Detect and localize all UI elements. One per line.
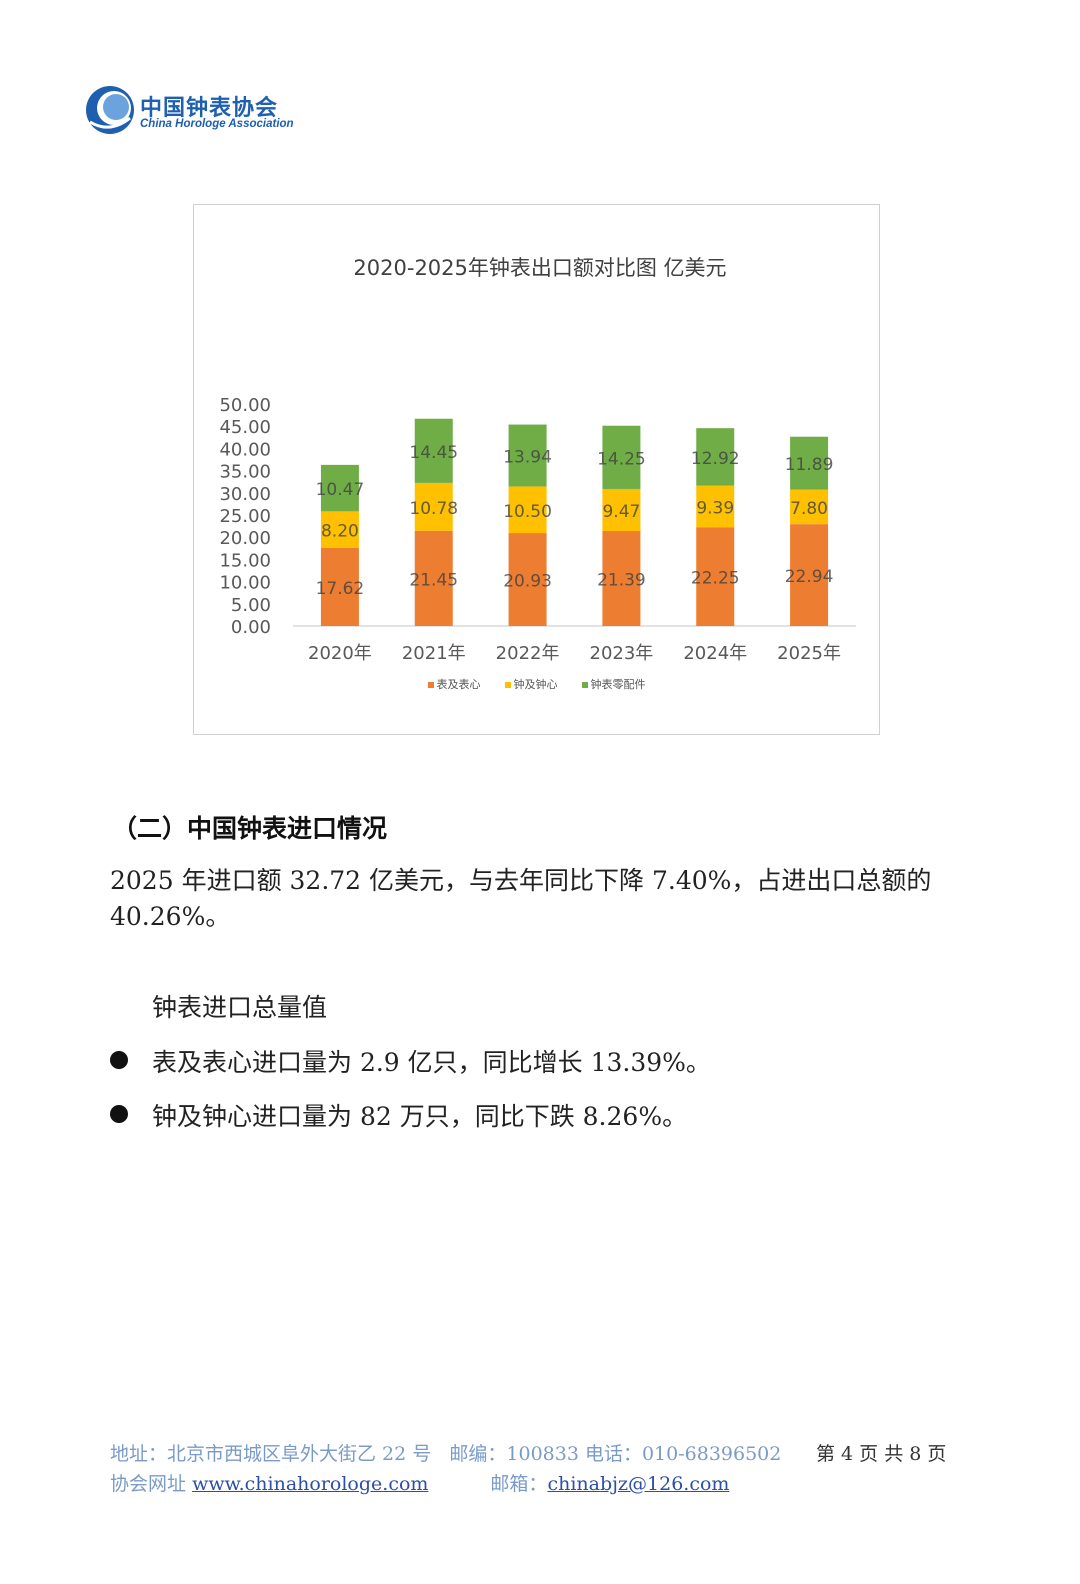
y-tick-label: 10.00	[219, 573, 271, 594]
data-label: 11.89	[785, 455, 834, 475]
y-tick-label: 45.00	[219, 417, 271, 438]
footer-line-1: 地址：北京市西城区阜外大街乙 22 号 邮编：100833 电话：010-683…	[110, 1439, 781, 1466]
bar-segment	[790, 524, 829, 626]
footer-address: 地址：北京市西城区阜外大街乙 22 号	[110, 1443, 432, 1465]
bar-segment	[320, 511, 359, 548]
y-tick-label: 15.00	[219, 550, 271, 571]
bullet-dot-icon	[110, 1051, 128, 1069]
bullet-dot-icon	[110, 1105, 128, 1123]
footer-website-label: 协会网址	[110, 1473, 187, 1495]
bullet-text: 钟及钟心进口量为 82 万只，同比下跌 8.26%。	[152, 1102, 688, 1131]
footer-phone: 电话：010-68396502	[584, 1443, 782, 1465]
legend-item: 钟表零配件	[581, 676, 646, 692]
y-tick-label: 40.00	[219, 439, 271, 460]
data-label: 8.20	[321, 522, 359, 542]
footer-email-label: 邮箱：	[490, 1473, 548, 1495]
x-tick-label: 2020年	[308, 643, 372, 664]
bullet-item: 钟及钟心进口量为 82 万只，同比下跌 8.26%。	[110, 1097, 687, 1133]
bullet-text: 表及表心进口量为 2.9 亿只，同比增长 13.39%。	[152, 1048, 711, 1077]
email-link[interactable]: chinabjz@126.com	[547, 1473, 730, 1495]
data-label: 20.93	[503, 572, 552, 592]
y-tick-label: 35.00	[219, 462, 271, 483]
legend-label: 钟及钟心	[513, 678, 558, 691]
section-heading: （二）中国钟表进口情况	[112, 814, 388, 843]
data-label: 13.94	[503, 448, 552, 468]
bar-segment	[602, 488, 641, 532]
bar-segment	[602, 425, 641, 489]
legend-label: 钟表零配件	[590, 678, 646, 691]
legend-swatch	[427, 682, 434, 688]
data-label: 9.47	[602, 502, 640, 522]
stacked-bar-chart: 0.005.0010.0015.0020.0025.0030.0035.0040…	[219, 395, 856, 664]
bar-segment	[508, 424, 547, 487]
data-label: 14.25	[597, 449, 646, 469]
x-tick-label: 2023年	[590, 643, 654, 664]
bullet-item: 表及表心进口量为 2.9 亿只，同比增长 13.39%。	[110, 1043, 711, 1079]
bar-segment	[696, 428, 735, 486]
data-label: 21.39	[597, 571, 646, 591]
data-label: 17.62	[316, 579, 365, 599]
y-tick-label: 5.00	[231, 595, 271, 616]
data-label: 7.80	[790, 499, 828, 519]
logo-chinese-name: 中国钟表协会	[140, 96, 279, 121]
data-label: 12.92	[691, 449, 740, 469]
x-tick-label: 2021年	[402, 643, 466, 664]
y-tick-label: 30.00	[219, 484, 271, 505]
bar-segment	[696, 485, 735, 528]
data-label: 22.25	[691, 569, 740, 589]
legend-swatch	[504, 682, 511, 688]
bar-segment	[508, 486, 547, 534]
bar-segment	[790, 489, 829, 525]
x-tick-label: 2022年	[496, 643, 560, 664]
y-tick-label: 0.00	[231, 617, 271, 638]
chart-title: 2020-2025年钟表出口额对比图 亿美元	[353, 256, 727, 280]
legend-item: 表及表心	[427, 676, 481, 692]
import-subheading: 钟表进口总量值	[152, 993, 328, 1022]
y-tick-label: 20.00	[219, 528, 271, 549]
bar-segment	[414, 530, 453, 626]
footer-postcode: 邮编：100833	[449, 1443, 579, 1465]
data-label: 9.39	[696, 498, 734, 518]
page-number: 第 4 页 共 8 页	[816, 1443, 947, 1465]
data-label: 10.47	[316, 480, 365, 500]
chart-legend: 表及表心 钟及钟心 钟表零配件	[193, 676, 880, 692]
globe-logo-icon	[86, 86, 134, 134]
footer-line-2: 协会网址 www.chinahorologe.com 邮箱：chinabjz@12…	[110, 1469, 729, 1496]
logo-english-name: China Horologe Association	[140, 118, 294, 130]
bar-segment	[320, 464, 359, 512]
y-tick-label: 50.00	[219, 395, 271, 416]
bar-segment	[696, 527, 735, 626]
bar-segment	[414, 482, 453, 531]
website-link[interactable]: www.chinahorologe.com	[192, 1473, 429, 1495]
x-tick-label: 2024年	[683, 643, 747, 664]
x-tick-label: 2025年	[777, 643, 841, 664]
association-logo: 中国钟表协会 China Horologe Association	[84, 84, 304, 140]
bar-segment	[790, 436, 829, 490]
data-label: 10.50	[503, 502, 552, 522]
import-summary-paragraph: 2025 年进口额 32.72 亿美元，与去年同比下降 7.40%，占进出口总额…	[110, 866, 932, 931]
data-label: 21.45	[409, 570, 458, 590]
y-tick-label: 25.00	[219, 506, 271, 527]
bar-segment	[414, 418, 453, 483]
legend-item: 钟及钟心	[504, 676, 558, 692]
bar-segment	[602, 531, 641, 626]
data-label: 14.45	[409, 443, 458, 463]
legend-swatch	[581, 682, 588, 688]
bar-segment	[320, 547, 359, 626]
data-label: 10.78	[409, 499, 458, 519]
legend-label: 表及表心	[436, 678, 481, 691]
data-label: 22.94	[785, 567, 834, 587]
bar-segment	[508, 533, 547, 626]
